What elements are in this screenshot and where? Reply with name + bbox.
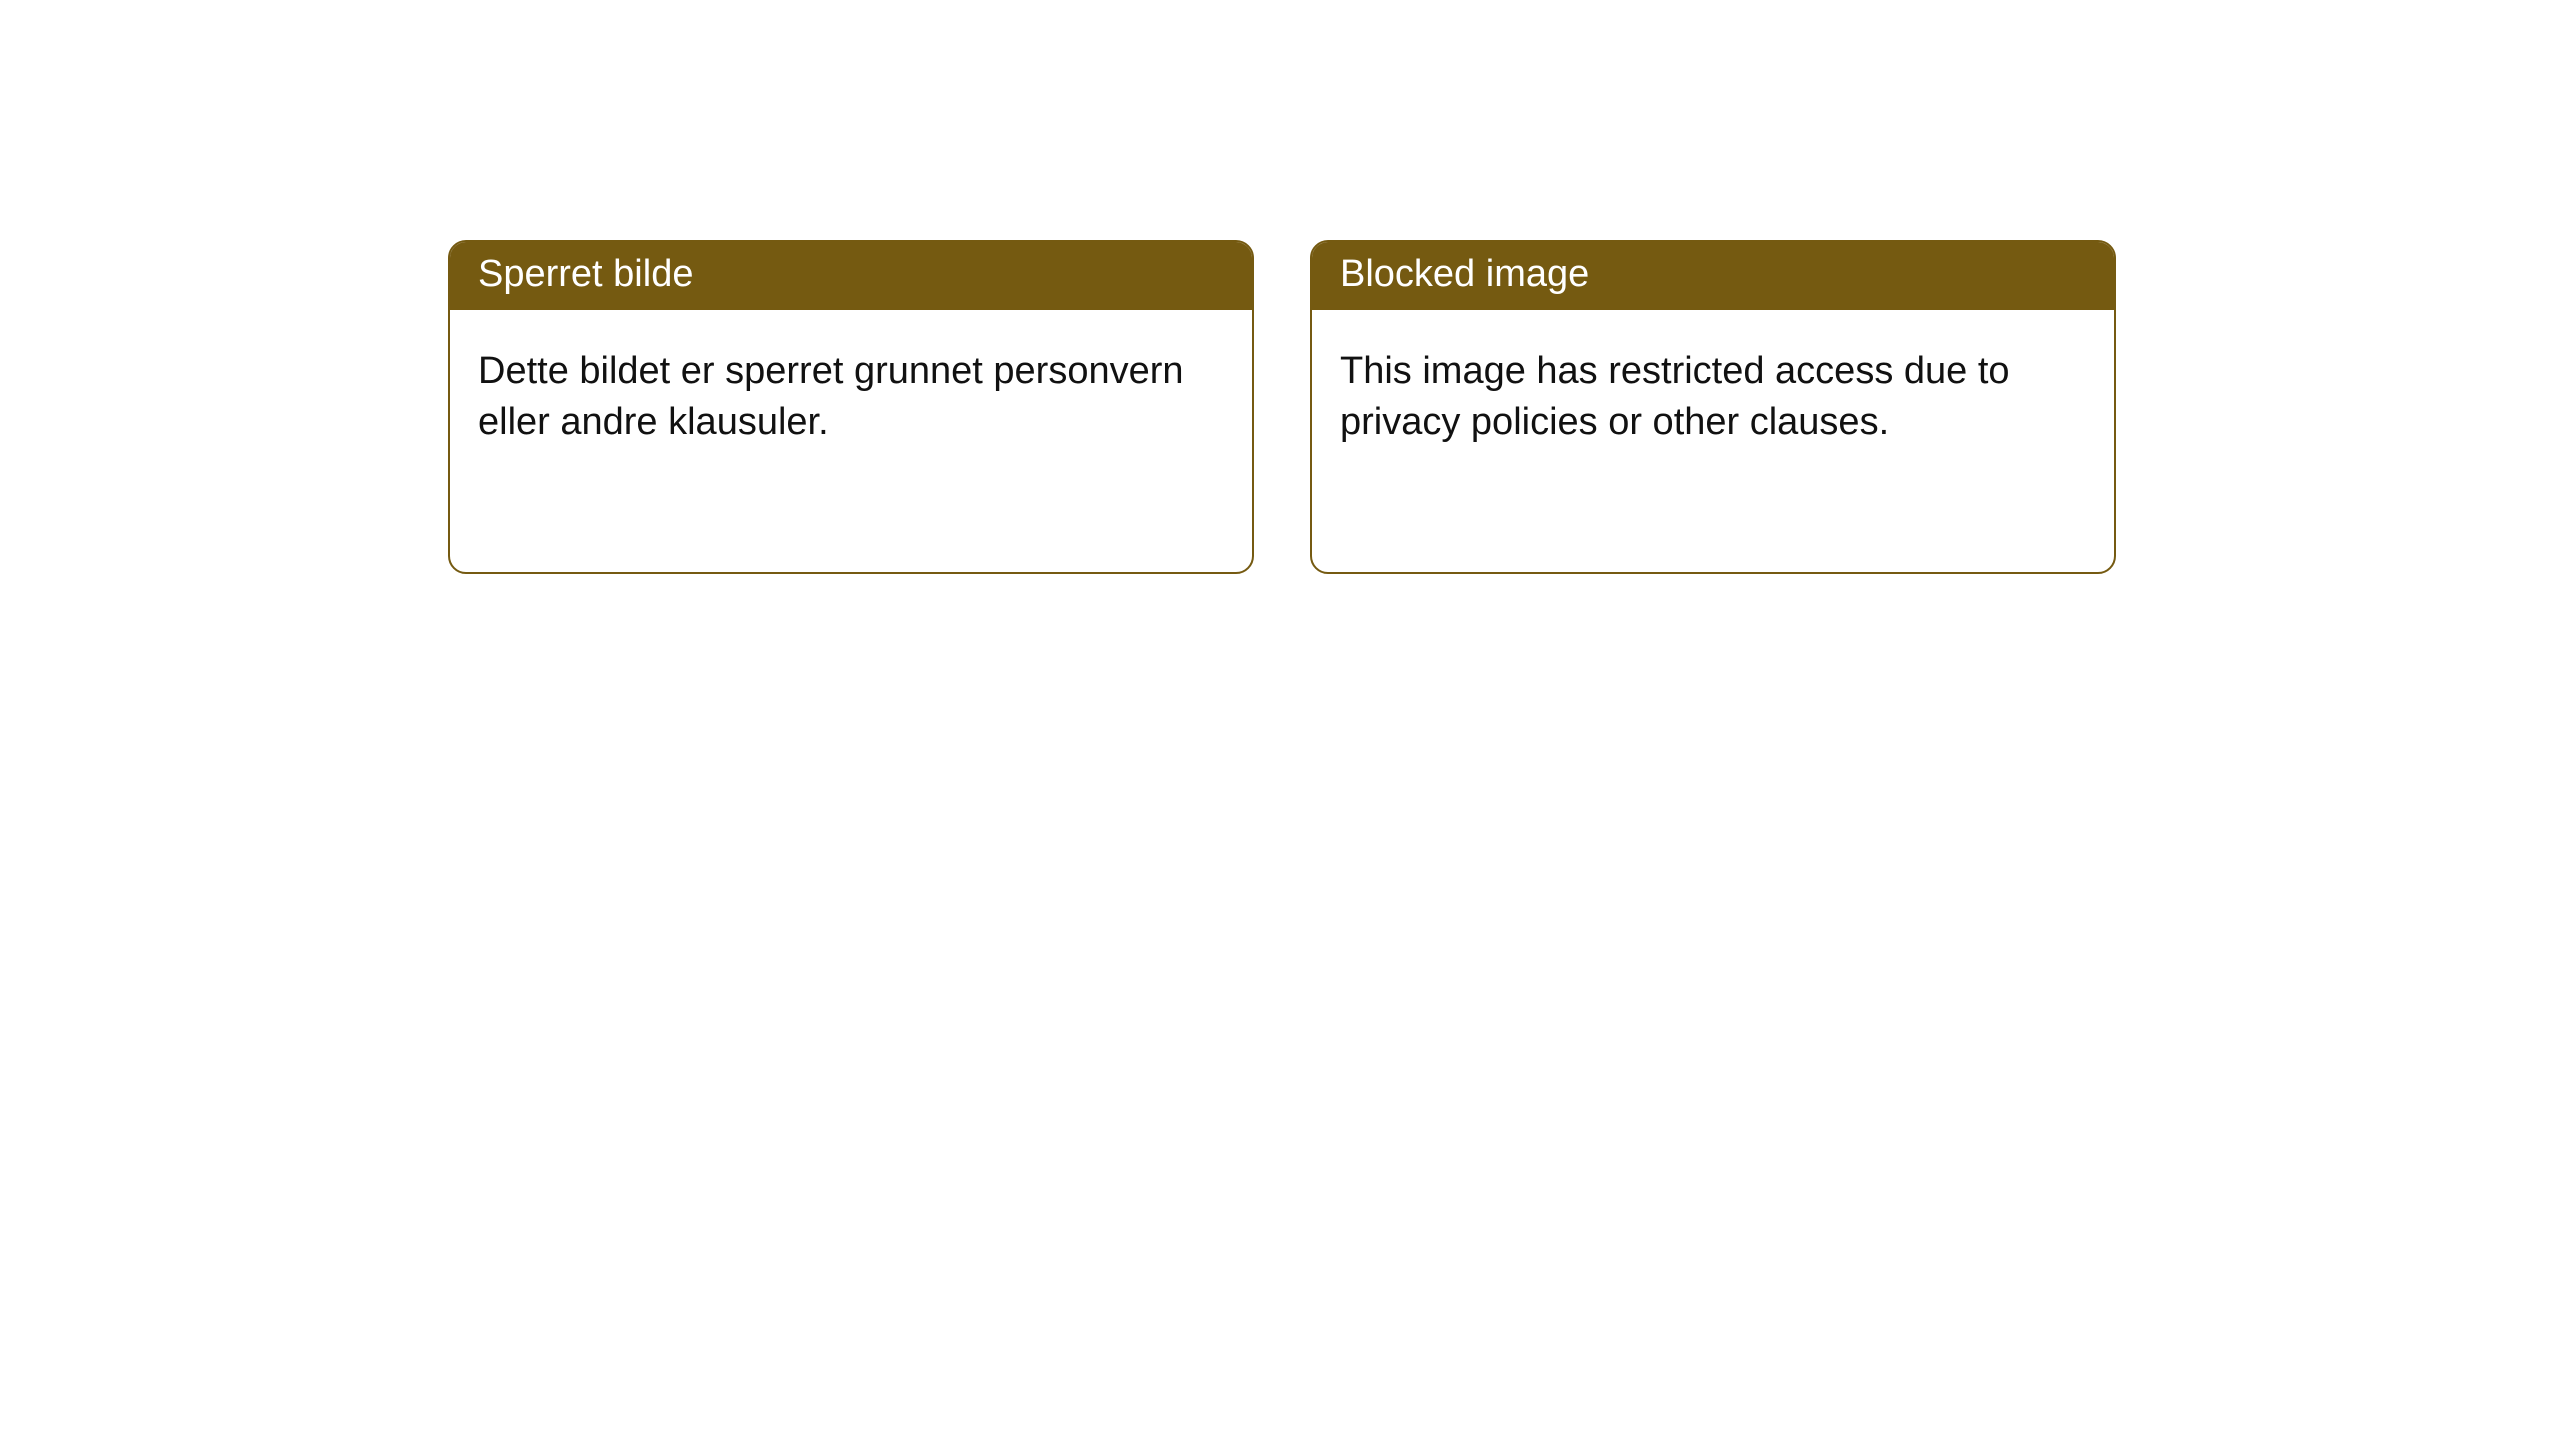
notice-header-english: Blocked image xyxy=(1312,242,2114,310)
notice-container: Sperret bilde Dette bildet er sperret gr… xyxy=(0,0,2560,574)
notice-card-english: Blocked image This image has restricted … xyxy=(1310,240,2116,574)
notice-body-norwegian: Dette bildet er sperret grunnet personve… xyxy=(450,310,1252,477)
notice-header-norwegian: Sperret bilde xyxy=(450,242,1252,310)
notice-body-english: This image has restricted access due to … xyxy=(1312,310,2114,477)
notice-card-norwegian: Sperret bilde Dette bildet er sperret gr… xyxy=(448,240,1254,574)
